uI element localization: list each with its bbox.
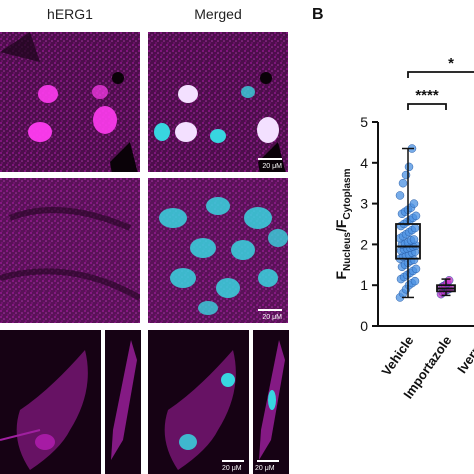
y-axis-label: FNucleus/FCytoplasm [333, 168, 353, 279]
micrograph-merged-row1: 20 μM [148, 32, 288, 172]
micrograph-merged-row3a: 20 μM [148, 330, 249, 474]
y-tick-label: 5 [360, 114, 368, 130]
category-label: Vehicle [378, 333, 416, 378]
data-point [404, 162, 414, 172]
micrograph-merged-row2: 20 μM [148, 178, 288, 323]
data-point [411, 211, 421, 221]
data-point [410, 276, 420, 286]
column-title-herg1: hERG1 [47, 6, 93, 22]
scalebar-label: 20 μM [262, 314, 282, 321]
column-title-merged: Merged [194, 6, 242, 22]
significance-bracket [407, 71, 474, 78]
micrograph-herg1-row3b [105, 330, 141, 474]
y-tick-label: 4 [360, 155, 368, 171]
micrograph-merged-row3b: 20 μM [253, 330, 289, 474]
data-point [409, 199, 419, 208]
significance-label: **** [415, 87, 439, 104]
scalebar-label: 20 μM [255, 465, 275, 472]
data-point [401, 170, 411, 180]
y-tick-label: 2 [360, 236, 368, 252]
data-point [410, 223, 420, 233]
scalebar-label: 20 μM [262, 163, 282, 170]
y-tick-label: 0 [360, 318, 368, 334]
micrograph-herg1-row1 [0, 32, 140, 172]
category-label: Iverme [454, 333, 474, 376]
y-tick-label: 3 [360, 196, 368, 212]
data-point [409, 235, 419, 244]
scalebar-label: 20 μM [222, 465, 242, 472]
y-tick-label: 1 [360, 277, 368, 293]
box-plot-chart: 012345FNucleus/FCytoplasm*****VehicleImp… [333, 55, 474, 401]
data-point [398, 178, 408, 188]
data-point [395, 191, 405, 200]
micrograph-herg1-row2 [0, 178, 140, 323]
significance-bracket [407, 103, 447, 110]
significance-label: * [448, 55, 454, 72]
data-point [411, 264, 421, 274]
box-iqr [395, 223, 421, 260]
panel-letter-b: B [312, 6, 324, 23]
micrograph-herg1-row3a [0, 330, 101, 474]
